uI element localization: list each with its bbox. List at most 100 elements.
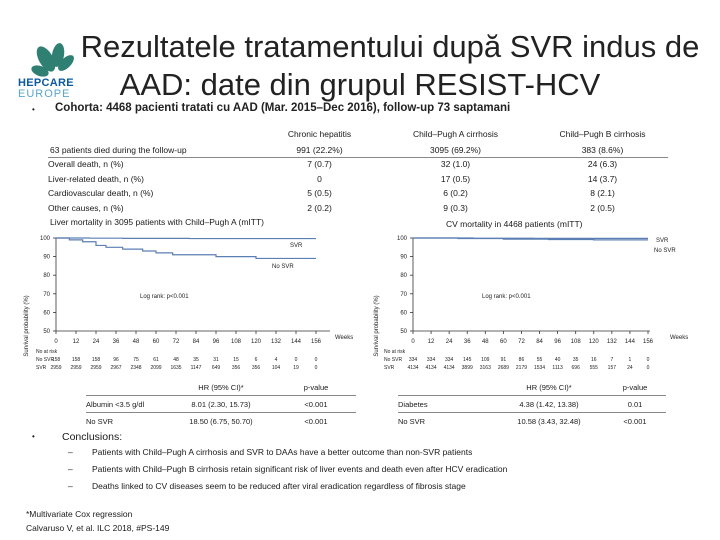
y-tick-label: 70: [400, 292, 407, 298]
row-value: 9 (0.3): [443, 202, 468, 213]
title-line-1: Rezultatele tratamentului după SVR indus…: [80, 29, 700, 64]
title-line-2: AAD: date din grupul RESIST-HCV: [119, 67, 601, 102]
y-tick-label: 50: [400, 329, 407, 335]
col-header-cpb: Child–Pugh B cirrhosis: [559, 129, 646, 139]
risk-value: 48: [173, 357, 179, 363]
citation: Calvaruso V, et al. ILC 2018, #PS-149: [26, 523, 170, 533]
logo-name: HEPCARE: [18, 77, 74, 89]
risk-value: 7: [610, 357, 614, 363]
risk-value: 35: [193, 357, 199, 363]
risk-value: 40: [554, 357, 561, 363]
x-tick-label: 72: [518, 339, 525, 345]
table-row: Other causes, n (%) 2 (0.2) 9 (0.3) 2 (0…: [48, 203, 668, 218]
table-divider: [48, 157, 668, 158]
x-tick-label: 48: [482, 339, 489, 345]
risk-value: 334: [426, 357, 436, 363]
risk-row-nosvr: 334 334 334 145 109 91 86 55 40 35 16 7 1 0: [0, 357, 720, 365]
x-tick-label: 36: [113, 339, 120, 345]
row-value: 2 (0.5): [590, 202, 615, 213]
hr-header: p-value: [303, 383, 329, 392]
risk-value: 91: [500, 357, 507, 363]
risk-value: 157: [607, 365, 617, 371]
x-tick-label: 24: [446, 339, 453, 345]
risk-value: 1113: [552, 365, 563, 371]
risk-value: 61: [153, 357, 159, 363]
x-tick-label: 72: [173, 339, 180, 345]
dash-icon: –: [68, 481, 73, 491]
log-rank-annotation: Log rank: p<0.001: [140, 294, 189, 300]
hr-row-pvalue: <0.001: [623, 417, 647, 426]
mortality-table: Overall death, n (%) 7 (0.7) 32 (1.0) 24…: [48, 159, 668, 217]
bullet-icon: •: [32, 432, 35, 441]
risk-value: 16: [590, 357, 597, 363]
legend-nosvr: No SVR: [272, 264, 294, 270]
row-value: 7 (0.7): [307, 159, 332, 169]
hr-table-right: HR (95% CI)* p-value Diabetes 4.38 (1.42…: [398, 380, 666, 430]
risk-value: 334: [408, 357, 418, 363]
risk-value: 1147: [190, 365, 202, 371]
x-tick-label: 144: [625, 339, 636, 345]
risk-header: No at risk: [36, 349, 58, 355]
hr-row-label: Diabetes: [398, 400, 428, 409]
y-axis-label: Survival probability (%): [374, 295, 380, 356]
risk-value: 1635: [170, 365, 182, 371]
y-tick-label: 60: [43, 310, 50, 316]
risk-value: 96: [113, 357, 119, 363]
risk-value: 19: [293, 365, 299, 371]
hr-table-left: HR (95% CI)* p-value Albumin <3.5 g/dl 8…: [86, 380, 356, 430]
risk-row-svr: 2959 2959 2959 2967 2348 2099 1635 1147 649 356 35…: [0, 365, 365, 373]
hr-row-pvalue: 0.01: [627, 400, 643, 409]
y-tick-label: 90: [43, 255, 50, 261]
row-value: 6 (0.2): [443, 188, 468, 198]
row-value: 24 (6.3): [587, 159, 618, 169]
risk-label-nosvr: No SVR: [384, 357, 403, 363]
y-tick-label: 90: [400, 255, 407, 261]
table-row: Cardiovascular death, n (%) 5 (0.5) 6 (0…: [48, 188, 668, 203]
x-axis-label: Weeks: [670, 335, 688, 341]
row-value: 5 (0.5): [307, 188, 332, 198]
hr-row-value: 8.01 (2.30, 15.73): [191, 400, 251, 409]
risk-value: 4: [274, 357, 278, 363]
chart-left-title: Liver mortality in 3095 patients with Ch…: [50, 217, 265, 227]
series-line-no-svr: [56, 237, 316, 260]
hr-row-label: No SVR: [86, 417, 114, 426]
risk-value: 158: [71, 357, 81, 363]
risk-value: 3163: [479, 365, 491, 371]
y-tick-label: 100: [40, 236, 51, 242]
risk-value: 4134: [407, 365, 419, 371]
cohort-text: Cohorta: 4468 pacienti tratati cu AAD (M…: [55, 102, 511, 114]
risk-value: 86: [518, 357, 525, 363]
x-axis-label: Weeks: [335, 335, 353, 341]
risk-value: 649: [211, 365, 221, 371]
risk-value: 31: [213, 357, 219, 363]
risk-value: 158: [51, 357, 61, 363]
risk-value: 3899: [461, 365, 473, 371]
bullet-icon: •: [32, 105, 35, 114]
x-tick-label: 24: [93, 339, 100, 345]
x-tick-label: 48: [133, 339, 140, 345]
risk-value: 2967: [110, 365, 122, 371]
risk-value: 0: [646, 357, 650, 363]
x-tick-label: 108: [231, 339, 242, 345]
conclusion-item: Patients with Child–Pugh A cirrhosis and…: [92, 447, 473, 457]
risk-value: 4134: [425, 365, 437, 371]
risk-value: 334: [444, 357, 454, 363]
x-tick-label: 84: [536, 339, 543, 345]
y-axis-label: Survival probability (%): [24, 295, 30, 356]
hr-row-value: 10.58 (3.43, 32.48): [517, 417, 581, 426]
hr-divider: [398, 412, 666, 413]
x-tick-label: 0: [411, 339, 415, 345]
risk-value: 0: [646, 365, 650, 371]
risk-value: 2689: [497, 365, 509, 371]
risk-value: 555: [589, 365, 598, 371]
table-row: Overall death, n (%) 7 (0.7) 32 (1.0) 24…: [48, 159, 668, 174]
x-tick-label: 156: [643, 339, 654, 345]
x-tick-label: 84: [193, 339, 200, 345]
hr-divider: [86, 412, 356, 413]
risk-value: 2959: [90, 365, 102, 371]
row-label: Overall death, n (%): [48, 159, 124, 169]
count-cpb: 383 (8.6%): [581, 145, 624, 155]
chart-right-title: CV mortality in 4468 patients (mITT): [446, 219, 583, 229]
risk-value: 2959: [70, 365, 82, 371]
row-value: 17 (0.5): [440, 173, 471, 184]
